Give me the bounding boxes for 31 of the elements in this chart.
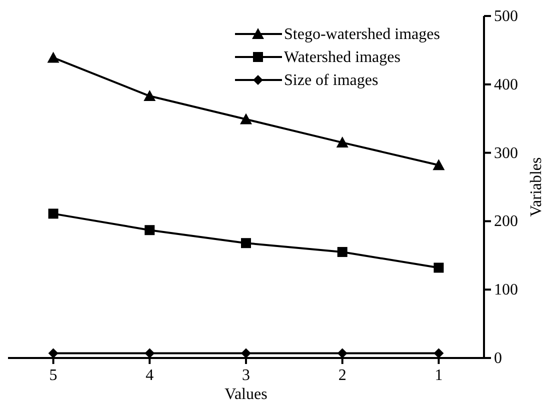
y-axis-title: Variables (528, 157, 545, 217)
point (434, 348, 444, 358)
point (337, 246, 348, 257)
x-tick-label: 2 (338, 367, 346, 384)
point (144, 90, 156, 102)
legend-label: Size of images (284, 72, 378, 89)
legend-label: Stego-watershed images (284, 26, 440, 43)
point (241, 238, 251, 248)
point (241, 348, 251, 358)
x-tick-label: 3 (242, 367, 250, 384)
x-tick-label: 1 (434, 367, 443, 384)
y-tick-label: 200 (494, 213, 518, 230)
y-tick-label: 300 (494, 144, 518, 162)
x-tick-label: 5 (49, 367, 58, 384)
y-tick-label: 0 (494, 350, 502, 367)
point (337, 348, 348, 358)
point (432, 159, 445, 170)
point (240, 113, 252, 124)
y-tick-label: 100 (494, 282, 518, 299)
point (47, 52, 60, 63)
point (144, 225, 155, 236)
x-axis-title: Values (224, 386, 268, 403)
point (144, 348, 155, 358)
point (336, 136, 348, 148)
x-tick-label: 4 (146, 367, 154, 384)
point (434, 262, 444, 273)
legend-label: Watershed images (284, 49, 400, 66)
y-tick-label: 500 (494, 8, 518, 25)
y-tick-label: 400 (494, 76, 518, 94)
point (48, 348, 58, 358)
point (48, 208, 58, 219)
